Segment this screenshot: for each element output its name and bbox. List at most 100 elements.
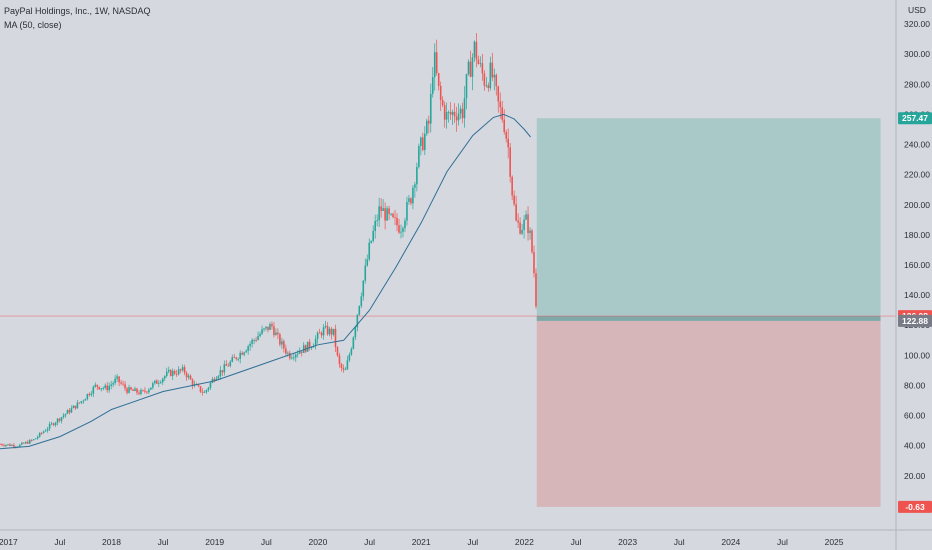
entry-price-tag [898,314,932,327]
candle-body [46,428,49,431]
candle-body [177,369,180,375]
candle-body [481,63,484,74]
candle-body [88,393,91,396]
candle-body [175,373,178,375]
x-tick-label: 2018 [102,537,121,547]
candle-body [449,112,452,115]
candle-body [118,376,120,383]
candle-body [374,221,376,231]
candle-body [350,348,353,355]
candle-body [503,119,506,132]
candle-body [483,73,486,86]
candle-body [445,112,448,120]
candle-body [519,222,521,234]
candle-body [161,378,164,383]
candle-body [515,204,517,221]
currency-label: USD [908,5,926,15]
candle-body [501,107,504,120]
candle-body [410,198,412,204]
candle-body [308,341,311,348]
candle-body [342,368,345,370]
y-tick-label: 40.00 [904,441,926,451]
x-tick-label: 2025 [825,537,844,547]
stop-price-tag-label: -0.63 [905,502,925,512]
symbol-title[interactable]: PayPal Holdings, Inc., 1W, NASDAQ [4,6,151,16]
candle-body [154,380,156,384]
candle-body [271,324,273,327]
candle-body [134,388,136,391]
candle-body [253,339,255,341]
candle-body [249,343,251,347]
candle-body [425,120,428,134]
candle-body [529,230,531,233]
candle-body [11,444,13,446]
candle-body [346,360,349,370]
candle-body [320,332,323,336]
candle-body [108,385,110,391]
x-tick-label: Jul [674,537,685,547]
target-price-tag [898,112,932,125]
candle-body [352,337,355,349]
candle-body [21,442,23,445]
candle-body [5,444,7,446]
x-tick-label: Jul [158,537,169,547]
candle-body [287,352,289,354]
candle-body [223,364,226,373]
candle-body [523,219,525,230]
candle-body [265,326,267,329]
candle-body [291,357,293,359]
candle-body [227,365,230,367]
x-tick-label: Jul [777,537,788,547]
candle-body [437,73,440,86]
candle-body [499,101,502,108]
candle-body [32,439,35,441]
candle-body [277,332,279,335]
candle-body [50,423,53,425]
candle-body [60,417,63,421]
candle-body [495,74,498,87]
candle-body [158,382,160,384]
candle-body [388,208,390,214]
candle-body [406,201,408,221]
candle-body [390,213,392,215]
candle-body [179,369,182,371]
candle-body [292,357,295,359]
position-zones[interactable] [0,118,896,507]
candle-body [239,352,241,359]
candle-body [493,74,496,78]
candle-body [465,74,468,99]
candle-body [138,392,140,395]
profit-zone[interactable] [536,118,881,321]
indicator-label[interactable]: MA (50, close) [4,20,62,30]
candle-body [451,111,454,115]
candle-body [148,389,150,393]
candle-body [70,408,73,413]
candle-body [433,52,436,78]
candle-body [435,52,438,74]
candle-body [368,242,371,260]
y-tick-label: 300.00 [904,49,930,59]
candle-body [80,401,83,403]
candle-body [165,371,168,377]
loss-zone[interactable] [536,320,881,507]
x-tick-label: 2017 [0,537,18,547]
candle-body [348,354,351,361]
candle-body [229,361,232,367]
candle-body [44,430,47,432]
candle-body [533,252,535,274]
candle-body [207,387,210,390]
candle-body [402,228,404,232]
candle-body [471,57,474,77]
candle-body [217,376,220,379]
candle-body [326,325,329,335]
candle-body [422,137,424,150]
candle-body [203,392,206,393]
y-tick-label: 100.00 [904,350,930,360]
candle-body [124,384,126,389]
candle-body [3,445,5,447]
candle-body [370,240,373,243]
candle-body [96,384,99,387]
candle-body [418,145,420,167]
